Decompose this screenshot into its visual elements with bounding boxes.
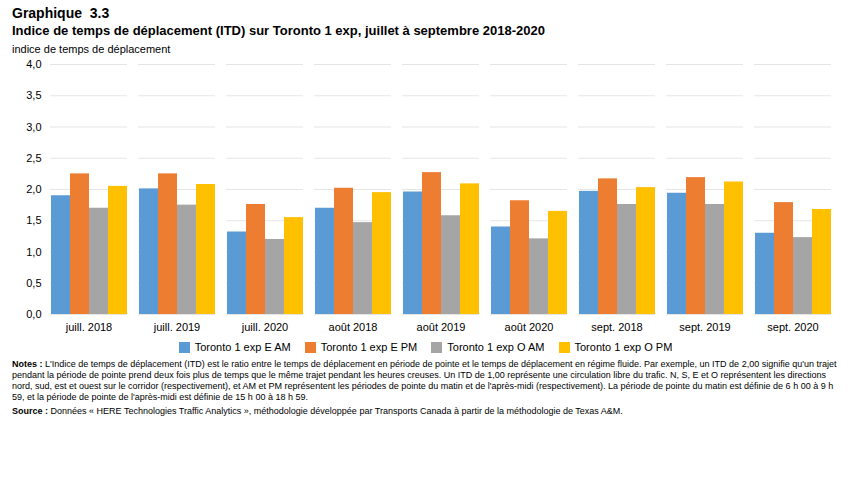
- svg-text:3,0: 3,0: [26, 121, 41, 133]
- html-text:Toronto 1 exp O AM: Toronto 1 exp O AM: [447, 341, 545, 353]
- svg-text:sept. 2018: sept. 2018: [591, 321, 642, 333]
- svg-text:2,5: 2,5: [26, 152, 41, 164]
- svg-text:août 2020: août 2020: [505, 321, 554, 333]
- html-text:Indice de temps de déplacement: Indice de temps de déplacement (ITD) sur…: [12, 23, 545, 38]
- svg-text:1,5: 1,5: [26, 214, 41, 226]
- html-text:Source : Données « HERE Techno: Source : Données « HERE Technologies Tra…: [12, 406, 623, 416]
- svg-text:juill. 2018: juill. 2018: [65, 321, 112, 333]
- svg-text:août 2019: août 2019: [417, 321, 466, 333]
- svg-text:juill. 2019: juill. 2019: [153, 321, 200, 333]
- html-text:Toronto 1 exp E AM: Toronto 1 exp E AM: [194, 341, 291, 353]
- svg-text:4,0: 4,0: [26, 58, 41, 70]
- svg-text:sept. 2019: sept. 2019: [679, 321, 730, 333]
- svg-text:août 2018: août 2018: [329, 321, 378, 333]
- svg-text:1,0: 1,0: [26, 246, 41, 258]
- svg-text:0,0: 0,0: [26, 308, 41, 320]
- html-text:Toronto 1 exp O PM: Toronto 1 exp O PM: [574, 341, 673, 353]
- svg-text:3,5: 3,5: [26, 89, 41, 101]
- html-text:Graphique 3.3: Graphique 3.3: [12, 5, 110, 21]
- html-text:Toronto 1 exp E PM: Toronto 1 exp E PM: [320, 341, 418, 353]
- svg-text:juill. 2020: juill. 2020: [241, 321, 288, 333]
- svg-text:2,0: 2,0: [26, 183, 41, 195]
- html-text:Notes : L'Indice de temps de d: Notes : L'Indice de temps de déplacement…: [12, 359, 837, 402]
- svg-text:0,5: 0,5: [26, 277, 41, 289]
- svg-text:sept. 2020: sept. 2020: [767, 321, 818, 333]
- html-text:indice de temps de déplacement: indice de temps de déplacement: [12, 43, 171, 55]
